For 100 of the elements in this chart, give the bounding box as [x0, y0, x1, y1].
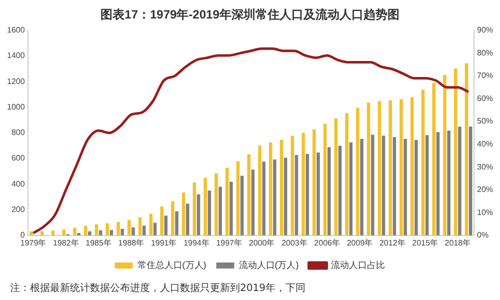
bar — [294, 154, 298, 236]
x-tick-label: 2000年 — [248, 238, 275, 248]
x-tick-label: 2009年 — [346, 238, 373, 248]
y-tick-label: 1200 — [7, 76, 26, 86]
bar — [425, 135, 429, 236]
bar — [186, 204, 190, 236]
bar — [268, 142, 272, 236]
y2-tick-label: 0% — [476, 230, 489, 240]
y2-tick-label: 60% — [476, 94, 494, 103]
y2-tick-label: 90% — [476, 26, 494, 35]
bar — [182, 192, 186, 236]
y2-tick-label: 30% — [476, 162, 494, 172]
bar — [421, 90, 425, 236]
bar — [404, 138, 407, 236]
bar — [116, 222, 120, 236]
y-tick-label: 0 — [20, 230, 26, 240]
bar — [240, 176, 244, 236]
bar — [382, 136, 386, 236]
x-tick-label: 1982年 — [52, 238, 79, 248]
bar — [280, 140, 284, 236]
bar — [94, 224, 98, 236]
bar — [338, 146, 342, 236]
bar — [468, 126, 472, 236]
y-tick-label: 800 — [11, 128, 26, 138]
legend-label: 流动人口占比 — [331, 260, 386, 270]
bar — [62, 230, 66, 236]
bar — [142, 226, 146, 236]
bar — [302, 132, 305, 236]
bar — [392, 137, 396, 236]
line-series — [32, 47, 470, 234]
y2-tick-label: 70% — [476, 71, 494, 80]
x-tick-label: 2003年 — [282, 238, 308, 248]
legend-label: 流动人口(万人) — [238, 260, 299, 270]
bar — [284, 158, 288, 236]
bar — [323, 124, 327, 236]
bar — [208, 190, 212, 236]
bar — [327, 147, 331, 236]
x-tick-label: 2018年 — [444, 238, 471, 248]
bar — [378, 101, 382, 236]
x-tick-label: 1997年 — [216, 238, 242, 248]
x-tick-label: 1988年 — [118, 238, 144, 248]
x-tick-label: 2015年 — [412, 238, 438, 248]
y-tick-label: 1600 — [7, 26, 26, 35]
y-tick-label: 400 — [11, 179, 26, 188]
bar — [164, 216, 168, 236]
bar — [30, 231, 33, 236]
y2-tick-label: 80% — [476, 48, 494, 58]
bar — [334, 118, 338, 236]
x-tick-label: 2006年 — [314, 238, 340, 248]
bar — [432, 82, 436, 236]
bar — [356, 108, 360, 236]
bar — [88, 231, 92, 236]
bar — [447, 130, 450, 236]
bar — [410, 97, 414, 236]
bar — [273, 160, 276, 236]
bar — [218, 186, 222, 236]
bar — [236, 161, 240, 236]
bar — [230, 182, 233, 236]
bar — [214, 174, 218, 236]
bar — [196, 194, 200, 236]
bar — [258, 146, 262, 236]
bar — [400, 99, 403, 236]
y-tick-label: 200 — [11, 204, 26, 214]
bar — [247, 154, 250, 236]
bar — [388, 100, 392, 236]
bar — [454, 68, 458, 236]
bar — [443, 74, 446, 236]
bar — [153, 222, 157, 236]
bar — [345, 113, 348, 236]
bar — [138, 217, 142, 236]
bar — [175, 211, 178, 236]
bar — [160, 206, 164, 236]
x-tick-label: 1979年 — [20, 238, 46, 248]
bar — [128, 220, 131, 236]
bar — [312, 129, 316, 236]
y-tick-label: 1400 — [7, 51, 26, 60]
bar — [132, 227, 135, 236]
bar — [414, 140, 418, 236]
bar — [73, 228, 76, 236]
y2-tick-label: 40% — [476, 139, 494, 148]
chart-title: 图表17：1979年-2019年深圳常住人口及流动人口趋势图 — [100, 8, 400, 22]
x-tick-label: 1985年 — [86, 238, 112, 248]
x-tick-label: 2012年 — [379, 238, 406, 248]
bar — [349, 142, 353, 236]
legend-label: 常住总人口(万人) — [137, 260, 206, 270]
y-tick-label: 1000 — [7, 102, 26, 112]
text: 注：根据最新统计数据公布进度，人口数据只更新到2019年，下同 — [9, 282, 306, 296]
bar — [306, 154, 309, 236]
bar — [106, 223, 110, 236]
bar — [204, 178, 207, 236]
bar — [316, 152, 320, 236]
bar — [120, 228, 124, 236]
bar — [371, 134, 374, 236]
x-tick-label: 1994年 — [184, 238, 210, 248]
bar — [149, 214, 153, 236]
y2-tick-label: 50% — [476, 116, 494, 126]
y-tick-label: 600 — [11, 154, 26, 163]
bar — [464, 63, 468, 236]
x-tick-label: 1991年 — [150, 238, 177, 248]
bar — [225, 168, 229, 236]
